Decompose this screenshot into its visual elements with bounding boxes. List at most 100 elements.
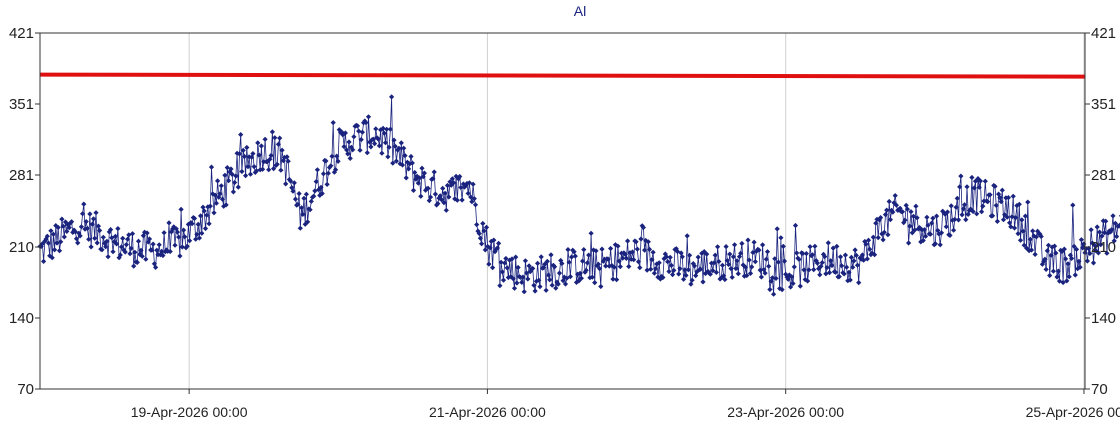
data-point-marker bbox=[250, 151, 256, 157]
data-point-marker bbox=[938, 230, 945, 236]
data-point-marker bbox=[189, 221, 195, 227]
data-point-marker bbox=[744, 272, 750, 279]
data-point-marker bbox=[1092, 242, 1098, 248]
data-point-marker bbox=[593, 248, 599, 254]
y-tick-label-left: 210 bbox=[9, 239, 34, 256]
data-point-marker bbox=[50, 231, 56, 237]
data-point-marker bbox=[684, 233, 690, 239]
data-point-marker bbox=[734, 258, 740, 264]
data-point-marker bbox=[521, 289, 527, 295]
data-point-marker bbox=[584, 260, 590, 266]
y-tick-label-right: 281 bbox=[1091, 167, 1116, 184]
data-point-marker bbox=[745, 237, 751, 243]
data-point-marker bbox=[320, 171, 327, 177]
data-point-marker bbox=[313, 179, 319, 185]
data-point-marker bbox=[668, 262, 674, 268]
data-point-marker bbox=[267, 156, 273, 162]
data-point-marker bbox=[497, 283, 503, 289]
data-point-marker bbox=[195, 221, 201, 227]
data-point-marker bbox=[789, 274, 795, 280]
data-point-marker bbox=[212, 192, 218, 198]
data-point-marker bbox=[112, 233, 118, 239]
data-point-marker bbox=[572, 253, 578, 259]
data-point-marker bbox=[993, 202, 999, 208]
data-point-marker bbox=[979, 209, 985, 215]
data-point-marker bbox=[957, 184, 963, 190]
data-point-marker bbox=[615, 243, 621, 249]
data-point-marker bbox=[139, 253, 145, 259]
data-point-marker bbox=[52, 247, 58, 253]
y-tick-label-right: 70 bbox=[1091, 381, 1108, 398]
data-point-marker bbox=[1111, 238, 1117, 244]
data-point-marker bbox=[650, 249, 656, 255]
data-point-marker bbox=[543, 287, 549, 293]
data-point-marker bbox=[570, 247, 576, 253]
data-point-marker bbox=[589, 274, 595, 280]
data-point-marker bbox=[890, 209, 896, 215]
data-point-marker bbox=[587, 275, 593, 281]
data-point-marker bbox=[217, 191, 223, 197]
data-point-marker bbox=[814, 260, 820, 266]
data-point-marker bbox=[873, 220, 879, 226]
data-point-marker bbox=[633, 239, 639, 245]
data-point-marker bbox=[471, 196, 477, 202]
data-point-marker bbox=[914, 215, 920, 221]
data-point-marker bbox=[233, 173, 239, 179]
data-point-marker bbox=[1052, 243, 1058, 249]
data-point-marker bbox=[1080, 245, 1086, 251]
data-point-marker bbox=[419, 165, 425, 171]
data-point-marker bbox=[552, 264, 558, 270]
data-point-marker bbox=[887, 217, 893, 223]
data-point-marker bbox=[75, 240, 81, 246]
data-point-marker bbox=[198, 213, 204, 219]
data-point-marker bbox=[685, 267, 691, 273]
data-point-marker bbox=[649, 257, 655, 263]
data-point-marker bbox=[496, 240, 502, 246]
data-point-marker bbox=[172, 242, 178, 248]
data-point-marker bbox=[537, 284, 543, 290]
data-point-marker bbox=[715, 244, 721, 250]
data-point-marker bbox=[1095, 250, 1101, 256]
data-point-marker bbox=[677, 266, 683, 272]
data-point-marker bbox=[660, 274, 666, 281]
data-point-marker bbox=[47, 253, 53, 259]
data-point-marker bbox=[514, 280, 520, 286]
data-point-marker bbox=[331, 169, 337, 175]
data-point-marker bbox=[156, 242, 162, 248]
data-point-marker bbox=[426, 198, 432, 204]
data-point-marker bbox=[330, 120, 336, 126]
data-point-marker bbox=[626, 263, 632, 270]
axis-layer bbox=[35, 32, 1090, 394]
data-point-marker bbox=[236, 151, 243, 157]
data-point-marker bbox=[387, 126, 393, 132]
data-point-marker bbox=[708, 260, 715, 266]
data-point-marker bbox=[1094, 224, 1100, 230]
data-point-marker bbox=[654, 261, 660, 267]
data-point-marker bbox=[1060, 279, 1066, 286]
data-point-marker bbox=[971, 185, 977, 191]
data-point-marker bbox=[134, 259, 140, 265]
data-point-marker bbox=[167, 248, 173, 255]
data-point-marker bbox=[1099, 233, 1105, 239]
data-point-marker bbox=[756, 247, 762, 253]
data-point-marker bbox=[622, 251, 628, 257]
data-point-marker bbox=[571, 249, 577, 255]
data-point-marker bbox=[791, 264, 797, 270]
data-point-marker bbox=[92, 235, 98, 241]
data-point-marker bbox=[179, 244, 185, 250]
data-point-marker bbox=[365, 114, 372, 120]
data-point-marker bbox=[392, 143, 398, 149]
data-point-marker bbox=[733, 265, 739, 272]
data-point-marker bbox=[446, 194, 452, 200]
data-point-marker bbox=[880, 237, 886, 243]
data-point-marker bbox=[460, 181, 466, 187]
data-point-marker bbox=[333, 167, 339, 173]
data-point-marker bbox=[78, 224, 84, 230]
data-point-marker bbox=[689, 277, 695, 283]
data-point-marker bbox=[774, 226, 780, 232]
data-point-marker bbox=[935, 227, 941, 234]
data-point-marker bbox=[723, 244, 729, 250]
data-point-marker bbox=[726, 261, 732, 268]
data-point-marker bbox=[454, 197, 460, 203]
data-point-marker bbox=[809, 252, 816, 258]
